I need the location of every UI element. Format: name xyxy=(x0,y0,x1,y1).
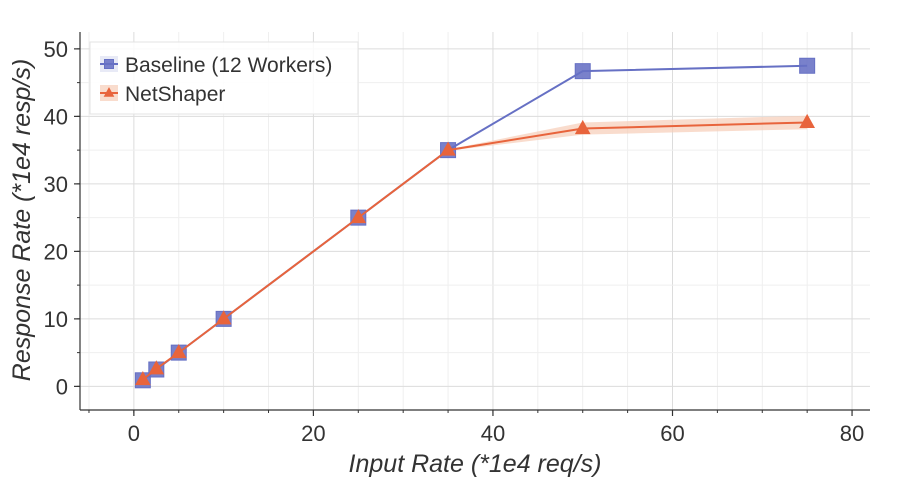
data-point xyxy=(350,209,367,224)
data-point xyxy=(574,63,591,80)
series-1 xyxy=(134,113,816,386)
legend-label: NetShaper xyxy=(125,83,225,106)
legend-label: Baseline (12 Workers) xyxy=(125,54,332,77)
x-tick-label: 20 xyxy=(301,421,325,446)
series-line xyxy=(142,121,808,381)
x-axis-label: Input Rate (*1e4 req/s) xyxy=(349,450,602,478)
series xyxy=(134,57,816,389)
x-tick-label: 0 xyxy=(128,421,140,446)
axes: 0 20 40 60 80 0 10 20 30 40 50 xyxy=(44,32,870,446)
data-point xyxy=(148,360,165,375)
data-point xyxy=(799,57,816,74)
confidence-bands xyxy=(142,115,808,381)
legend-box xyxy=(89,41,359,115)
legend-entry: Baseline (12 Workers) xyxy=(100,54,332,77)
y-tick-label: 40 xyxy=(44,104,68,129)
y-tick-label: 30 xyxy=(44,172,68,197)
legend-marker xyxy=(103,87,115,97)
data-point xyxy=(215,310,232,325)
legend: Baseline (12 Workers) NetShaper xyxy=(89,41,359,115)
data-point xyxy=(134,371,151,386)
legend-entry: NetShaper xyxy=(100,83,225,106)
x-tick-label: 40 xyxy=(481,421,505,446)
legend-marker xyxy=(104,59,114,69)
data-point xyxy=(799,113,816,128)
data-point xyxy=(170,344,187,359)
series-band xyxy=(142,115,808,381)
x-tick-label: 80 xyxy=(840,421,864,446)
data-point xyxy=(440,141,456,156)
y-tick-label: 0 xyxy=(56,374,68,399)
x-tick-label: 60 xyxy=(660,421,684,446)
y-tick-label: 20 xyxy=(44,239,68,264)
y-tick-label: 50 xyxy=(44,37,68,62)
y-axis-label: Response Rate (*1e4 resp/s) xyxy=(8,59,36,381)
y-tick-label: 10 xyxy=(44,307,68,332)
data-point xyxy=(574,119,591,135)
